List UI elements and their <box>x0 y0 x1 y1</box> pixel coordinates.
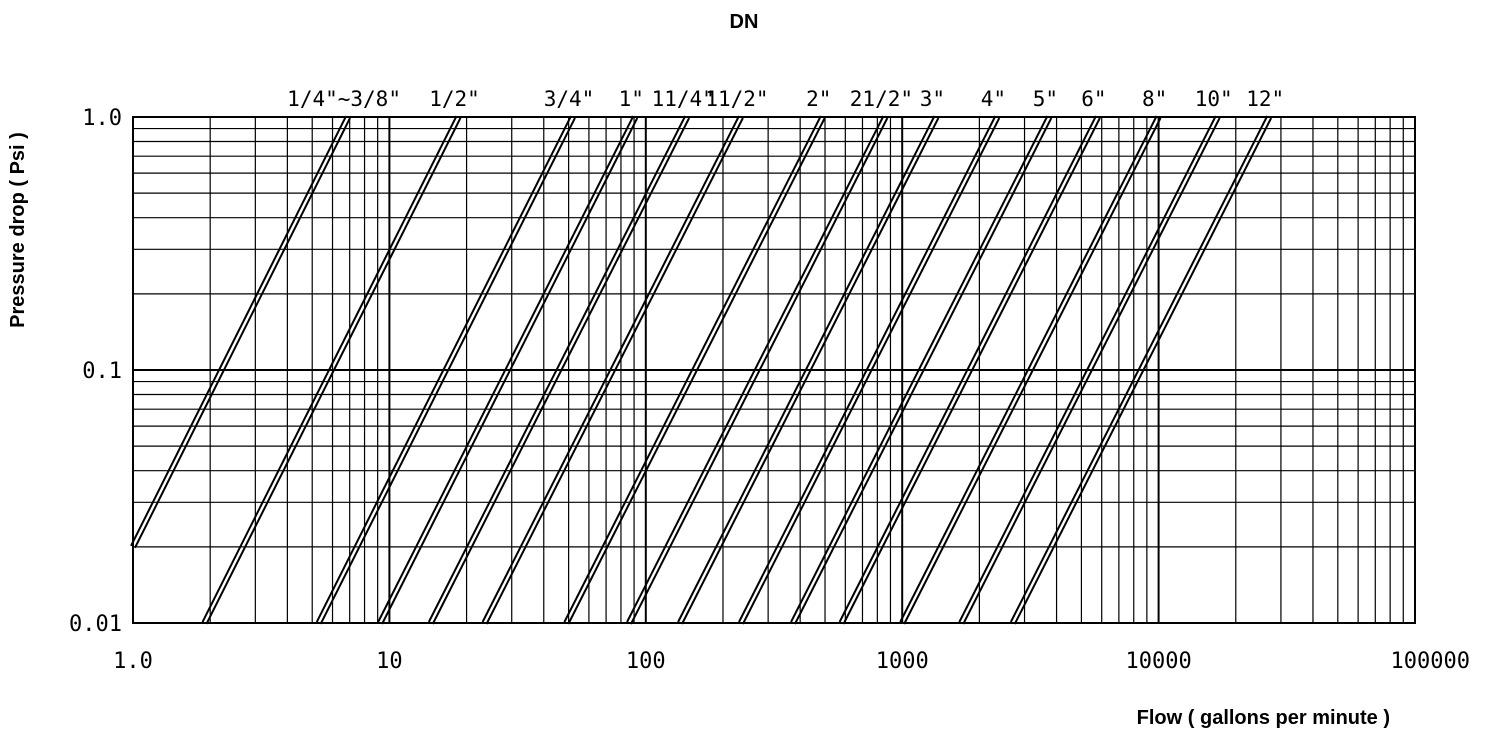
y-tick-label: 1.0 <box>82 106 122 131</box>
series-line <box>381 117 639 625</box>
series-line <box>567 117 826 625</box>
series-label: 3/4" <box>544 87 595 111</box>
plot-frame <box>132 116 1416 624</box>
series-line <box>790 115 1049 623</box>
x-tick-label: 1.0 <box>113 649 153 674</box>
y-axis-label: Pressure drop ( Psi ) <box>7 132 29 328</box>
series-line <box>842 117 1101 625</box>
series-line <box>903 117 1162 625</box>
series-label: 5" <box>1033 87 1058 111</box>
series-line <box>1009 115 1269 623</box>
series-label: 1" <box>619 87 644 111</box>
x-tick-label: 100 <box>626 649 666 674</box>
series-label: 11/4" <box>652 87 715 111</box>
series-line <box>563 115 822 623</box>
pipe-size-labels: 1/4"~3/8" 1/2" 3/4" 1" 11/4"11/2" 2" 21/2" 3" 4"… <box>287 87 1284 111</box>
x-tick-label: 10 <box>376 649 403 674</box>
series-line <box>962 117 1221 625</box>
chart-title: DN <box>730 11 759 33</box>
series-line <box>130 115 348 547</box>
series-line <box>1013 117 1273 625</box>
series-line <box>134 117 351 549</box>
series-label: 2" <box>806 87 831 111</box>
x-axis-label: Flow ( gallons per minute ) <box>1137 707 1390 729</box>
series-line <box>958 115 1217 623</box>
series-line <box>481 115 740 623</box>
x-tick-labels: 1.0 10 100 1000 10000 100000 <box>113 649 1470 674</box>
series-line <box>838 115 1097 623</box>
x-tick-label: 10000 <box>1125 649 1191 674</box>
series-label: 21/2" <box>850 87 913 111</box>
y-tick-labels: 1.0 0.1 0.01 <box>69 106 122 637</box>
series-line <box>431 117 691 625</box>
series-line <box>677 115 936 623</box>
series-line <box>427 115 687 623</box>
series-label: 8" <box>1142 87 1167 111</box>
series-line <box>794 117 1053 625</box>
series-line <box>899 115 1158 623</box>
series-line <box>738 115 997 623</box>
series-label: 11/2" <box>705 87 768 111</box>
series-label: 3" <box>920 87 945 111</box>
y-tick-label: 0.01 <box>69 612 122 637</box>
series-line <box>485 117 744 625</box>
series-line <box>681 117 940 625</box>
series-label: 1/4"~3/8" <box>287 87 401 111</box>
series-label: 10" <box>1195 87 1233 111</box>
series-label: 4" <box>981 87 1006 111</box>
series-label: 6" <box>1081 87 1106 111</box>
series-line <box>201 115 458 623</box>
series-line <box>377 115 635 623</box>
series-line <box>315 115 572 623</box>
series-line <box>630 117 889 625</box>
y-tick-label: 0.1 <box>82 359 122 384</box>
x-tick-label: 1000 <box>876 649 929 674</box>
series-label: 12" <box>1246 87 1284 111</box>
series-label: 1/2" <box>429 87 480 111</box>
series-line <box>205 117 462 625</box>
x-tick-label: 100000 <box>1391 649 1470 674</box>
series-line <box>319 117 576 625</box>
series-line <box>742 117 1001 625</box>
series-lines <box>130 115 1273 625</box>
series-line <box>626 115 885 623</box>
